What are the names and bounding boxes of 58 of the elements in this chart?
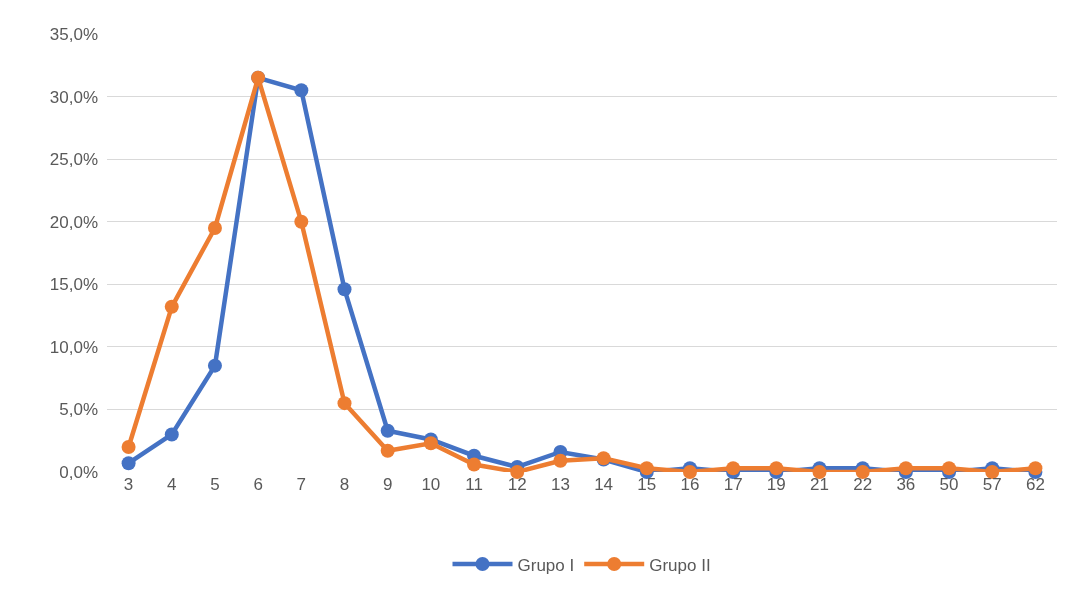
point — [164, 299, 179, 314]
point — [812, 465, 827, 479]
x-tick-label: 7 — [296, 475, 307, 494]
x-tick-label: 4 — [167, 475, 177, 494]
x-tick-label: 5 — [210, 475, 220, 494]
y-tick-label: 25,0% — [49, 150, 98, 170]
x-tick-label: 21 — [810, 475, 829, 494]
point — [639, 461, 654, 476]
point — [553, 453, 568, 468]
legend-label: Grupo I — [517, 555, 575, 575]
point — [380, 443, 395, 458]
point — [121, 439, 136, 454]
point — [467, 457, 482, 472]
point — [985, 465, 1000, 479]
point — [855, 465, 870, 479]
point — [337, 396, 352, 411]
point — [294, 214, 309, 229]
legend-label: Grupo II — [649, 555, 711, 575]
point — [380, 423, 395, 438]
x-tick-label: 6 — [253, 475, 263, 494]
x-tick-label: 11 — [465, 475, 483, 494]
point — [942, 461, 957, 476]
x-tick-label: 62 — [1025, 475, 1045, 494]
point — [207, 358, 222, 373]
y-tick-label: 35,0% — [49, 24, 98, 44]
point — [898, 461, 913, 476]
point — [510, 465, 525, 479]
y-tick-label: 5,0% — [59, 400, 98, 420]
x-tick-label: 14 — [594, 475, 614, 494]
point — [121, 456, 136, 471]
point — [294, 83, 309, 98]
point — [337, 282, 352, 297]
y-tick-label: 0,0% — [59, 462, 98, 482]
x-tick-label: 50 — [939, 475, 959, 494]
x-tick-label: 13 — [550, 475, 570, 494]
y-tick-label: 10,0% — [49, 337, 98, 357]
x-tick-label: 36 — [896, 475, 916, 494]
x-tick-label: 8 — [339, 475, 350, 494]
point — [769, 461, 784, 476]
y-tick-label: 15,0% — [49, 275, 98, 295]
x-tick-label: 9 — [382, 475, 393, 494]
x-tick-label: 17 — [723, 475, 743, 494]
x-tick-label: 19 — [766, 475, 786, 494]
y-tick-label: 30,0% — [49, 87, 98, 107]
x-tick-label: 22 — [853, 475, 873, 494]
x-tick-label: 16 — [680, 475, 700, 494]
y-tick-label: 20,0% — [49, 212, 98, 232]
x-tick-label: 3 — [123, 475, 134, 494]
point — [207, 220, 222, 235]
point — [1028, 461, 1043, 476]
x-tick-label: 12 — [507, 475, 527, 494]
point — [423, 436, 438, 451]
point — [726, 461, 741, 476]
point — [682, 465, 697, 479]
point — [164, 427, 179, 442]
x-tick-label: 15 — [637, 475, 657, 494]
x-tick-label: 57 — [982, 475, 1002, 494]
x-tick-label: 10 — [421, 475, 441, 494]
